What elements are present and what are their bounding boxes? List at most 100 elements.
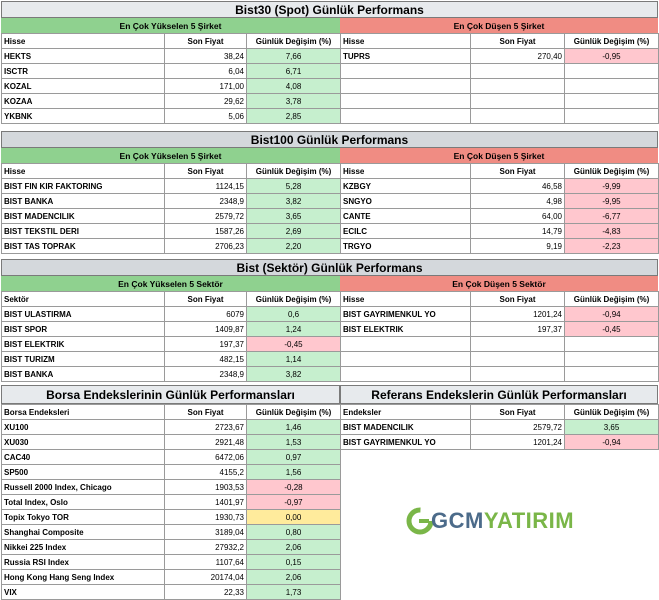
price-cell [470, 366, 565, 382]
price-cell: 9,19 [470, 238, 565, 254]
table-row: TRGYO 9,19 -2,23 [340, 238, 659, 254]
column-header: Son Fiyat [164, 404, 247, 420]
column-header: Son Fiyat [470, 33, 565, 49]
table-row [340, 336, 659, 352]
table-row: BIST ELEKTRIK 197,37 -0,45 [1, 336, 341, 352]
change-cell: -0,95 [564, 48, 659, 64]
name-cell [340, 336, 471, 352]
price-cell [470, 78, 565, 94]
referans-title: Referans Endekslerin Günlük Performansla… [340, 385, 658, 404]
column-header-row: Sektör Son Fiyat Günlük Değişim (%) [1, 291, 341, 307]
table-row: BIST ULASTIRMA 6079 0,6 [1, 306, 341, 322]
column-header: Son Fiyat [470, 291, 565, 307]
name-cell: ISCTR [1, 63, 165, 79]
name-cell: BIST GAYRIMENKUL YO [340, 434, 471, 450]
bist100-up-table: Hisse Son Fiyat Günlük Değişim (%) BIST FIN… [1, 163, 341, 254]
name-cell: SNGYO [340, 193, 471, 209]
name-cell: BIST MADENCILIK [340, 419, 471, 435]
sektor-down-header: En Çok Düşen 5 Sektör [340, 276, 658, 291]
column-header: Günlük Değişim (%) [246, 163, 341, 179]
change-cell: 6,71 [246, 63, 341, 79]
bist100-down-table: Hisse Son Fiyat Günlük Değişim (%) KZBGY 46,… [340, 163, 659, 254]
sektor-up-table: Sektör Son Fiyat Günlük Değişim (%) BIST UL… [1, 291, 341, 382]
table-row [340, 351, 659, 367]
price-cell [470, 351, 565, 367]
change-cell: -9,95 [564, 193, 659, 209]
name-cell: TUPRS [340, 48, 471, 64]
bist30-up-header: En Çok Yükselen 5 Şirket [1, 18, 340, 33]
price-cell: 2579,72 [470, 419, 565, 435]
table-row: BIST TURIZM 482,15 1,14 [1, 351, 341, 367]
name-cell: SP500 [1, 464, 165, 480]
price-cell: 14,79 [470, 223, 565, 239]
logo-gcm-text: GCM [431, 508, 484, 533]
column-header: Borsa Endeksleri [1, 404, 165, 420]
gcm-yatirim-logo: GCM YATIRIM [405, 506, 574, 536]
bist30-down-table: Hisse Son Fiyat Günlük Değişim (%) TUPRS 270… [340, 33, 659, 124]
name-cell: BIST FIN KIR FAKTORING [1, 178, 165, 194]
change-cell: -0,94 [564, 306, 659, 322]
price-cell: 197,37 [164, 336, 247, 352]
table-row: Topix Tokyo TOR 1930,73 0,00 [1, 509, 341, 525]
change-cell: 2,85 [246, 108, 341, 124]
price-cell: 2921,48 [164, 434, 247, 450]
name-cell: BIST BANKA [1, 193, 165, 209]
change-cell: 2,69 [246, 223, 341, 239]
change-cell: 3,65 [564, 419, 659, 435]
change-cell: 0,80 [246, 524, 341, 540]
change-cell: 3,82 [246, 193, 341, 209]
table-row: ECILC 14,79 -4,83 [340, 223, 659, 239]
borsa-title: Borsa Endekslerinin Günlük Performanslar… [1, 385, 340, 404]
price-cell: 1903,53 [164, 479, 247, 495]
name-cell: BIST SPOR [1, 321, 165, 337]
price-cell [470, 63, 565, 79]
name-cell: TRGYO [340, 238, 471, 254]
change-cell: -0,28 [246, 479, 341, 495]
table-row: CAC40 6472,06 0,97 [1, 449, 341, 465]
change-cell: -2,23 [564, 238, 659, 254]
column-header: Günlük Değişim (%) [246, 33, 341, 49]
change-cell: 2,06 [246, 569, 341, 585]
name-cell: BIST TAS TOPRAK [1, 238, 165, 254]
name-cell: XU100 [1, 419, 165, 435]
price-cell: 3189,04 [164, 524, 247, 540]
name-cell: BIST ELEKTRIK [340, 321, 471, 337]
price-cell: 1107,64 [164, 554, 247, 570]
change-cell: -6,77 [564, 208, 659, 224]
borsa-table: Borsa Endeksleri Son Fiyat Günlük Değişim … [1, 404, 341, 600]
price-cell: 482,15 [164, 351, 247, 367]
table-row: ISCTR 6,04 6,71 [1, 63, 341, 79]
gcm-logo-icon [406, 507, 434, 535]
change-cell [564, 351, 659, 367]
sektor-title: Bist (Sektör) Günlük Performans [1, 259, 658, 276]
table-row: BIST GAYRIMENKUL YO 1201,24 -0,94 [340, 434, 659, 450]
column-header: Son Fiyat [470, 163, 565, 179]
name-cell: Russell 2000 Index, Chicago [1, 479, 165, 495]
price-cell: 2579,72 [164, 208, 247, 224]
price-cell: 29,62 [164, 93, 247, 109]
price-cell: 171,00 [164, 78, 247, 94]
price-cell: 2348,9 [164, 366, 247, 382]
name-cell: BIST TEKSTIL DERI [1, 223, 165, 239]
sektor-up-header: En Çok Yükselen 5 Sektör [1, 276, 340, 291]
bist30-title: Bist30 (Spot) Günlük Performans [1, 1, 658, 18]
name-cell: CANTE [340, 208, 471, 224]
price-cell: 1201,24 [470, 434, 565, 450]
price-cell: 1409,87 [164, 321, 247, 337]
name-cell [340, 108, 471, 124]
table-row: BIST FIN KIR FAKTORING 1124,15 5,28 [1, 178, 341, 194]
change-cell: 1,56 [246, 464, 341, 480]
table-row: BIST MADENCILIK 2579,72 3,65 [340, 419, 659, 435]
table-row: BIST TAS TOPRAK 2706,23 2,20 [1, 238, 341, 254]
price-cell: 2706,23 [164, 238, 247, 254]
price-cell: 6079 [164, 306, 247, 322]
change-cell: 3,65 [246, 208, 341, 224]
change-cell: 1,46 [246, 419, 341, 435]
table-row: KOZAL 171,00 4,08 [1, 78, 341, 94]
table-row: SNGYO 4,98 -9,95 [340, 193, 659, 209]
price-cell: 1587,26 [164, 223, 247, 239]
referans-table: Endeksler Son Fiyat Günlük Değişim (%) BIST… [340, 404, 659, 450]
price-cell: 2723,67 [164, 419, 247, 435]
name-cell: YKBNK [1, 108, 165, 124]
price-cell: 1201,24 [470, 306, 565, 322]
